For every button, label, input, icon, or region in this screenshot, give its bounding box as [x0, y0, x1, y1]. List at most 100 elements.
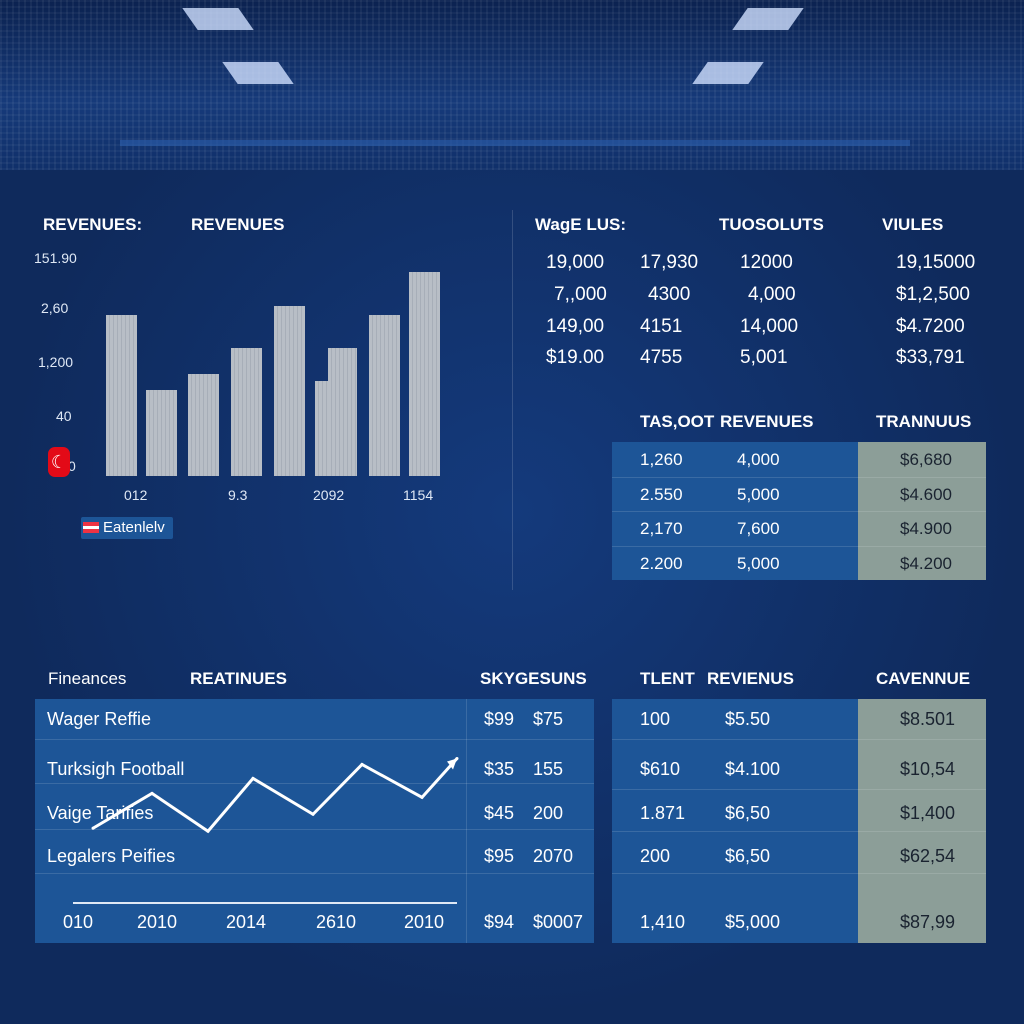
row-value: $35: [484, 759, 515, 779]
row-value: $94: [484, 912, 515, 932]
bar-title-left: REVENUES:: [43, 215, 143, 234]
row-value: 2070: [533, 846, 574, 866]
top-table-cell: 4300: [648, 284, 691, 305]
bottom-right-cell: 1.871: [640, 803, 686, 823]
row-value: 155: [533, 759, 564, 779]
bottom-right-cell: 100: [640, 709, 671, 729]
bottom-right-cell: $6,50: [725, 803, 771, 823]
turkish-flag-icon: ☾: [48, 447, 70, 477]
bar: [328, 347, 357, 476]
top-table-cell: 149,00: [546, 316, 605, 337]
bottom-left-header: SKYGESUNS: [480, 669, 587, 688]
mid-table-cell: $4.900: [900, 519, 952, 538]
top-table-cell: 12000: [740, 252, 793, 273]
row-label[interactable]: Wager Reffie: [47, 709, 152, 729]
row-divider: [35, 873, 594, 874]
row-divider: [612, 476, 986, 478]
bottom-right-cell: 200: [640, 846, 671, 866]
x-tick-label: 9.3: [228, 487, 248, 503]
top-table-cell: 17,930: [640, 252, 699, 273]
y-tick-label: 40: [56, 408, 72, 424]
bar: [274, 306, 305, 476]
bottom-right-panel: [612, 699, 858, 943]
row-value: $45: [484, 803, 515, 823]
line-point: [455, 756, 459, 760]
mid-table-highlight-column: [858, 442, 986, 580]
legend-item[interactable]: Eatenlelv: [81, 517, 173, 539]
row-value: $0007: [533, 912, 584, 932]
top-table-cell: $1,2,500: [896, 284, 970, 305]
row-label[interactable]: Turksigh Football: [47, 759, 185, 779]
line-series: [92, 757, 459, 834]
ceiling-background: [0, 0, 1024, 170]
mid-table-cell: 2.550: [640, 484, 683, 504]
bar: [231, 347, 262, 476]
line-point: [251, 776, 255, 780]
x-tick-label: 010: [63, 912, 94, 932]
arrow-head-icon: [447, 758, 457, 770]
row-divider: [612, 831, 986, 832]
mid-table-cell: 5,000: [737, 484, 780, 504]
line-point: [150, 791, 154, 795]
mid-table-header: TRANNUUS: [876, 412, 972, 431]
bottom-right-cell: $10,54: [900, 759, 956, 779]
x-tick-label: 2092: [313, 487, 345, 503]
line-point: [311, 812, 315, 816]
bottom-left-header: REATINUES: [190, 669, 287, 688]
row-label[interactable]: Legalers Peifies: [47, 846, 176, 866]
top-table-cell: 4755: [640, 347, 683, 368]
bottom-right-header: REVIENUS: [707, 669, 794, 688]
mid-table-cell: $4.600: [900, 484, 952, 504]
bar: [369, 314, 400, 476]
row-divider: [35, 829, 594, 830]
top-table-cell: 4151: [640, 316, 683, 337]
column-divider: [466, 699, 467, 943]
mid-table-cell: 4,000: [737, 450, 780, 469]
y-tick-label: 0: [68, 458, 76, 474]
mid-table-cell: $4.200: [900, 553, 952, 573]
mid-table-cell: 5,000: [737, 553, 780, 573]
top-table-cell: $33,791: [896, 347, 965, 368]
bottom-right-highlight-column: [858, 699, 986, 943]
row-divider: [612, 739, 986, 740]
row-divider: [612, 511, 986, 512]
bottom-right-cell: 1,410: [640, 912, 686, 932]
ceiling-beam: [120, 140, 910, 146]
mid-table-header: TAS,OOT: [640, 412, 715, 431]
bottom-right-cell: $1,400: [900, 803, 956, 823]
line-point: [420, 795, 424, 799]
bottom-right-cell: $6,50: [725, 846, 771, 866]
x-tick-label: 012: [124, 487, 148, 503]
top-table-cell: 19,15000: [896, 252, 976, 273]
top-table-cell: $19.00: [546, 347, 605, 368]
bar-title-right: REVENUES: [191, 215, 285, 234]
bottom-right-cell: $62,54: [900, 846, 956, 866]
finances-header: Fineances: [48, 669, 127, 688]
row-value: 200: [533, 803, 564, 823]
mid-table-cell: 1,260: [640, 450, 683, 469]
bottom-right-cell: $5.50: [725, 709, 771, 729]
top-table-header: WagE LUS:: [535, 215, 626, 234]
line-point: [91, 826, 95, 830]
row-value: $95: [484, 846, 515, 866]
bar: [146, 389, 177, 476]
x-tick-label: 1154: [403, 487, 434, 503]
line-point: [360, 762, 364, 766]
mid-table-header: REVENUES: [720, 412, 814, 431]
bottom-right-cell: $8.501: [900, 709, 956, 729]
row-divider: [612, 545, 986, 547]
bottom-right-cell: $87,99: [900, 912, 956, 932]
top-table-header: TUOSOLUTS: [719, 215, 824, 234]
mid-table-cell: 7,600: [737, 519, 780, 538]
mid-table-cell: 2,170: [640, 519, 683, 538]
top-table-cell: 7,,000: [554, 284, 607, 305]
bottom-right-cell: $610: [640, 759, 681, 779]
row-divider: [35, 783, 594, 784]
top-table-cell: 14,000: [740, 316, 799, 337]
top-table-cell: 19,000: [546, 252, 605, 273]
bottom-right-cell: $5,000: [725, 912, 781, 932]
divider: [512, 210, 513, 590]
top-table-cell: $4.7200: [896, 316, 965, 337]
bar: [188, 373, 219, 476]
